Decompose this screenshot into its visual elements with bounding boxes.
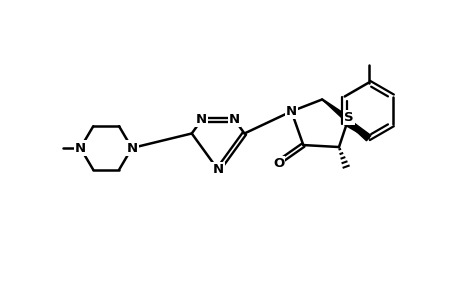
Text: N: N — [126, 142, 137, 154]
Text: N: N — [75, 142, 86, 154]
Polygon shape — [321, 100, 370, 141]
Text: N: N — [285, 105, 297, 118]
Text: N: N — [196, 113, 207, 126]
Text: N: N — [75, 142, 86, 154]
Text: N: N — [126, 142, 137, 154]
Text: N: N — [212, 163, 223, 176]
Text: S: S — [343, 111, 353, 124]
Text: O: O — [272, 158, 284, 170]
Text: O: O — [272, 158, 284, 170]
Text: S: S — [343, 111, 353, 124]
Text: N: N — [212, 163, 223, 176]
Text: N: N — [229, 113, 240, 126]
Text: N: N — [196, 113, 207, 126]
Text: N: N — [285, 105, 297, 118]
Text: N: N — [229, 113, 240, 126]
